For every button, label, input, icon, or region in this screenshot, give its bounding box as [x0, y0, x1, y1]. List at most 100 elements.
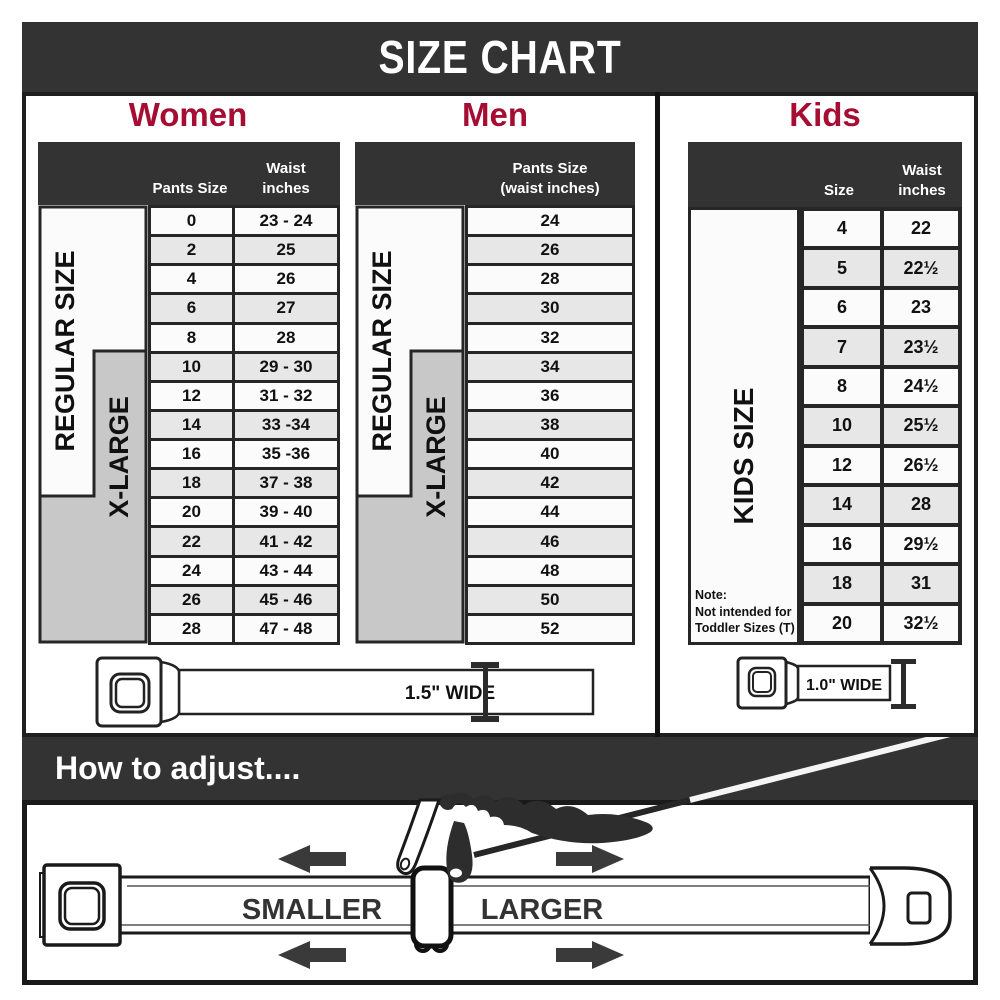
- belt-width-label: 1.5" WIDE: [405, 683, 495, 704]
- size-cell: 6: [151, 295, 232, 322]
- women-xlarge-label: X-LARGE: [104, 396, 134, 518]
- smaller-arrows-icon: [278, 845, 346, 969]
- size-cell: 32½: [884, 605, 958, 641]
- size-cell: 48: [468, 557, 632, 584]
- size-cell: 30: [468, 295, 632, 322]
- kids-buckle-window-inner: [752, 671, 772, 693]
- size-cell: 24: [151, 557, 232, 584]
- size-cell: 41 - 42: [235, 528, 337, 555]
- size-cell: 18: [151, 470, 232, 497]
- size-cell: 26½: [884, 447, 958, 484]
- kids-belt-strap-flare: [785, 660, 800, 706]
- women-regular-size-label: REGULAR SIZE: [50, 250, 80, 451]
- kids-belt-strap: [796, 664, 892, 702]
- size-cell: 12: [151, 382, 232, 409]
- size-cell: 33 -34: [235, 411, 337, 439]
- size-cell: 26: [468, 237, 632, 264]
- panel-divider: [655, 92, 660, 737]
- size-cell: 10: [151, 353, 232, 380]
- kids-size-header: Size: [823, 181, 854, 199]
- size-cell: 12: [804, 447, 880, 484]
- size-cell: 8: [151, 324, 232, 351]
- kids-size-region: KIDS SIZE Note: Not intended for Toddler…: [688, 207, 800, 645]
- size-cell: 39 - 40: [235, 499, 337, 526]
- men-size-table: 24 26 28 30 32 34 36 38 40 42 44 46 48 50 52: [465, 205, 635, 645]
- size-cell: 26: [151, 586, 232, 613]
- size-cell: 28: [235, 324, 337, 351]
- women-section-heading: Women: [128, 96, 248, 133]
- kids-section-heading: Kids: [789, 96, 861, 133]
- kids-note: Note: Not intended for Toddler Sizes (T): [695, 588, 795, 635]
- men-pants-size-header: Pants Size (waist inches): [500, 159, 600, 197]
- kids-buckle-window-outer: [747, 666, 777, 698]
- size-cell: 22½: [884, 250, 958, 286]
- kids-size-table: 4 22 5 22½ 6 23 7 23½ 8 24½ 10 25½ 12 26½ 14 28 16 29½ 18 3…: [800, 207, 962, 645]
- size-cell: 29 - 30: [235, 353, 337, 380]
- size-cell: 20: [804, 605, 880, 641]
- size-cell: 24: [468, 208, 632, 235]
- men-xlarge-region: [355, 349, 465, 644]
- kids-waist-header: Waist inches: [898, 161, 946, 199]
- size-cell: 36: [468, 382, 632, 409]
- kids-table-header: Size Waist inches: [688, 142, 962, 207]
- size-cell: 32: [468, 324, 632, 351]
- seatbelt-buckle-icon: [95, 656, 163, 728]
- men-regular-size-label: REGULAR SIZE: [367, 250, 397, 451]
- size-cell: 18: [804, 566, 880, 602]
- men-section-heading: Men: [462, 96, 528, 133]
- adjust-buckle-window-outer: [58, 881, 106, 931]
- size-cell: 8: [804, 368, 880, 405]
- size-cell: 10: [804, 408, 880, 444]
- smaller-label: SMALLER: [242, 894, 382, 926]
- women-size-table: 0 23 - 24 2 25 4 26 6 27 8 28 10 29 - 30 12 31 - 32 14…: [148, 205, 340, 645]
- adjust-heading: How to adjust....: [55, 750, 301, 786]
- size-cell: 44: [468, 499, 632, 526]
- size-cell: 37 - 38: [235, 470, 337, 497]
- belt-strap: [177, 668, 595, 716]
- kids-belt-illustration: 1.0" WIDE: [736, 656, 916, 710]
- size-cell: 23 - 24: [235, 208, 337, 235]
- pulled-strap-line-over-bar: [689, 737, 951, 803]
- belt-adjuster-slider: [410, 865, 454, 949]
- buckle-window-inner: [114, 677, 146, 709]
- size-cell: 35 -36: [235, 441, 337, 468]
- size-cell: 23: [884, 289, 958, 326]
- size-cell: 45 - 46: [235, 586, 337, 613]
- size-cell: 22: [151, 528, 232, 555]
- women-pants-size-header: Pants Size: [152, 179, 228, 197]
- size-cell: 31: [884, 566, 958, 602]
- adjust-illustration: SMALLER LARGER: [39, 737, 952, 969]
- size-cell: 0: [151, 208, 232, 235]
- size-cell: 25½: [884, 408, 958, 444]
- size-cell: 20: [151, 499, 232, 526]
- women-table-header: Pants Size Waist inches: [38, 142, 340, 205]
- adjust-buckle-window-inner: [63, 886, 101, 926]
- size-cell: 14: [151, 411, 232, 439]
- size-cell: 16: [151, 441, 232, 468]
- size-cell: 43 - 44: [235, 557, 337, 584]
- size-cell: 46: [468, 528, 632, 555]
- page-title: SIZE CHART: [378, 31, 622, 83]
- size-cell: 31 - 32: [235, 382, 337, 409]
- size-cell: 2: [151, 237, 232, 264]
- size-cell: 27: [235, 295, 337, 322]
- size-cell: 26: [235, 266, 337, 293]
- size-cell: 29½: [884, 526, 958, 563]
- size-cell: 23½: [884, 329, 958, 365]
- size-cell: 5: [804, 250, 880, 286]
- size-cell: 7: [804, 329, 880, 365]
- women-waist-header: Waist inches: [262, 159, 310, 197]
- belt-strap-flare: [160, 660, 181, 724]
- size-cell: 6: [804, 289, 880, 326]
- size-cell: 42: [468, 470, 632, 497]
- kids-width-measure-icon: [891, 659, 916, 709]
- size-cell: 28: [151, 615, 232, 642]
- size-cell: 52: [468, 615, 632, 642]
- size-cell: 28: [884, 487, 958, 523]
- size-cell: 50: [468, 586, 632, 613]
- size-cell: 40: [468, 441, 632, 468]
- adult-belt-illustration: 1.5" WIDE: [95, 656, 595, 728]
- men-table-header: Pants Size (waist inches): [355, 142, 635, 205]
- larger-arrows-icon: [556, 845, 624, 969]
- women-xlarge-region: [38, 349, 148, 644]
